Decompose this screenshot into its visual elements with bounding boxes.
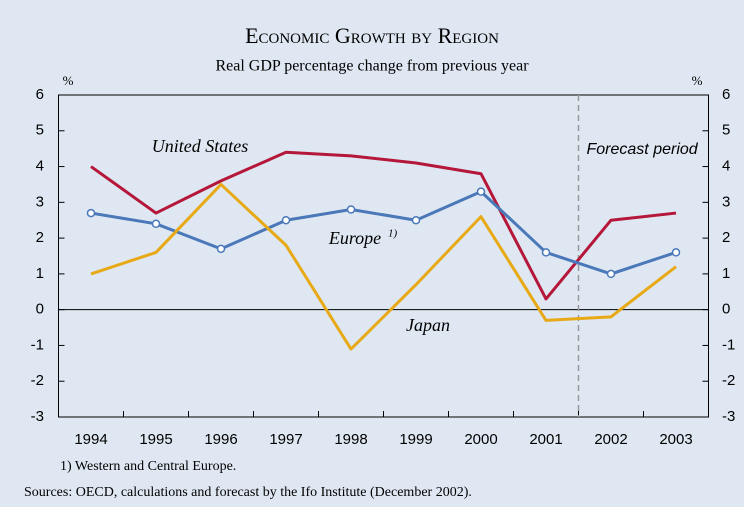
y-tick-label: 0	[36, 301, 44, 318]
y2-tick-label: 0	[722, 301, 730, 318]
chart-title: Economic Growth by Region	[245, 23, 499, 48]
y2-tick-label: -3	[722, 408, 735, 425]
y-tick-label: -2	[31, 372, 44, 389]
y-unit: %	[63, 73, 74, 88]
x-tick-label: 1994	[74, 431, 107, 448]
x-tick-label: 1997	[269, 431, 302, 448]
y-tick-label: 4	[36, 158, 44, 175]
series-label: Japan	[406, 315, 450, 335]
y2-tick-label: 1	[722, 265, 730, 282]
y2-tick-label: -2	[722, 372, 735, 389]
chart-subtitle: Real GDP percentage change from previous…	[215, 58, 529, 75]
y-tick-label: 3	[36, 193, 44, 210]
y-tick-label: 5	[36, 122, 44, 139]
y2-tick-label: 3	[722, 193, 730, 210]
y-tick-label: 1	[36, 265, 44, 282]
x-tick-label: 2003	[659, 431, 692, 448]
series-marker	[411, 215, 421, 225]
y2-tick-label: 4	[722, 158, 730, 175]
y-tick-label: 6	[36, 86, 44, 103]
series-marker	[476, 187, 486, 196]
series-marker	[281, 215, 291, 225]
series-note-marker: 1)	[388, 228, 398, 240]
series-marker	[86, 208, 96, 218]
x-tick-label: 1999	[399, 431, 432, 448]
y2-tick-label: -1	[722, 336, 735, 353]
x-tick-label: 1998	[334, 431, 367, 448]
series-line	[90, 150, 677, 301]
y2-tick-label: 6	[722, 86, 730, 103]
x-tick-label: 2002	[594, 431, 627, 448]
y-tick-label: -1	[31, 336, 44, 353]
x-tick-label: 1995	[139, 431, 172, 448]
y2-unit: %	[692, 73, 703, 88]
x-tick-label: 2001	[529, 431, 562, 448]
series-marker	[606, 269, 616, 279]
series-marker	[346, 205, 356, 214]
y-tick-label: 2	[36, 229, 44, 246]
x-tick-label: 1996	[204, 431, 237, 448]
series-line	[90, 190, 677, 276]
series-label: United States	[152, 136, 249, 156]
series-marker	[216, 244, 226, 254]
footnote: 1) Western and Central Europe.	[60, 459, 236, 474]
source: Sources: OECD, calculations and forecast…	[24, 485, 472, 500]
series-line	[90, 182, 677, 351]
y2-tick-label: 2	[722, 229, 730, 246]
y-tick-label: -3	[31, 408, 44, 425]
x-tick-label: 2000	[464, 431, 497, 448]
y2-tick-label: 5	[722, 122, 730, 139]
series-marker	[671, 248, 681, 257]
forecast-label: Forecast period	[587, 141, 699, 158]
series-marker	[541, 248, 551, 257]
series-marker	[151, 219, 161, 229]
series-label: Europe	[328, 228, 381, 248]
